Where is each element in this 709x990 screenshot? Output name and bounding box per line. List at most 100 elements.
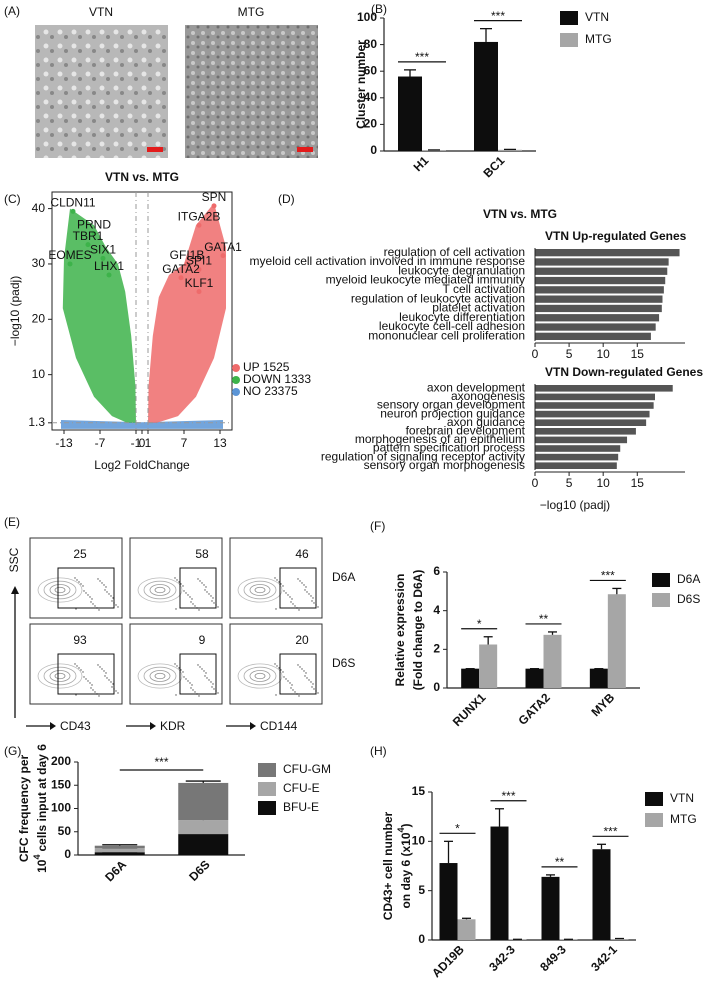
y-axis-label: Relative expression: [393, 574, 407, 687]
event-dot: [190, 687, 192, 689]
event-dot: [199, 580, 201, 582]
density-contour: [249, 584, 271, 596]
event-dot: [276, 665, 278, 667]
event-dot: [280, 583, 282, 585]
event-dot: [304, 589, 306, 591]
bar: [535, 304, 662, 313]
bar: [607, 594, 626, 688]
axis-arrowhead: [11, 586, 19, 594]
bar: [535, 428, 636, 435]
x-tick-label: 13: [213, 436, 227, 450]
event-dot: [175, 694, 177, 696]
event-dot: [174, 663, 176, 665]
event-dot: [78, 667, 80, 669]
bar: [457, 919, 476, 940]
category-label: myeloid cell activation involved in immu…: [250, 254, 526, 268]
event-dot: [189, 596, 191, 598]
event-dot: [292, 689, 294, 691]
y-tick-label: 100: [357, 10, 377, 24]
category-label: myeloid leukocyte mediated immunity: [326, 273, 525, 287]
legend-swatch: [560, 11, 578, 25]
panel-label: (H): [370, 744, 387, 758]
scale-bar: [147, 147, 163, 152]
flow-plot-frame: [229, 623, 323, 705]
legend-label: VTN: [585, 10, 609, 24]
y-axis-label: 104 cells input at day 6: [32, 744, 49, 873]
event-dot: [198, 609, 200, 611]
panel-label: (C): [4, 192, 21, 206]
event-dot: [115, 604, 117, 606]
event-dot: [213, 602, 215, 604]
bar: [535, 402, 654, 409]
legend-label: CFU-GM: [283, 762, 331, 776]
density-contour: [249, 670, 271, 682]
event-dot: [74, 577, 76, 579]
significance-label: *: [477, 617, 482, 631]
bar: [535, 385, 673, 392]
event-dot: [217, 606, 219, 608]
event-dot: [282, 585, 284, 587]
event-dot: [75, 608, 77, 610]
x-tick-label: RUNX1: [450, 690, 489, 729]
bar-segment: [94, 845, 145, 849]
event-dot: [278, 667, 280, 669]
y-axis-label-part: on day 6 (x10: [399, 832, 413, 908]
bar: [535, 410, 650, 418]
gate: [57, 567, 115, 609]
bar: [535, 419, 647, 426]
event-dot: [291, 684, 293, 686]
legend-label: UP 1525: [243, 360, 290, 374]
error-bar: [548, 631, 557, 635]
bar: [610, 939, 629, 940]
point-label: GATA1: [204, 240, 242, 254]
axis-arrowhead: [50, 722, 56, 730]
event-dot: [301, 668, 303, 670]
event-dot: [206, 677, 208, 679]
bar: [498, 149, 522, 151]
event-dot: [297, 664, 299, 666]
bar: [535, 332, 651, 340]
density-contour: [149, 584, 171, 596]
y-axis-label: −log10 (padj): [8, 276, 22, 346]
point-label: KLF1: [185, 276, 214, 290]
y-tick-label: 150: [51, 777, 71, 791]
event-dot: [201, 582, 203, 584]
event-dot: [289, 682, 291, 684]
bar: [535, 323, 656, 331]
significance-label: ***: [491, 9, 505, 23]
row-label: D6S: [332, 656, 355, 670]
bar-segment: [94, 848, 145, 853]
x-tick-label: 7: [181, 436, 188, 450]
gate: [179, 567, 217, 609]
density-contour: [243, 666, 277, 686]
category-label: platelet activation: [432, 301, 525, 315]
event-dot: [312, 597, 314, 599]
event-dot: [183, 676, 185, 678]
error-bar: [546, 874, 555, 877]
legend-marker: [232, 388, 240, 396]
density-contour: [137, 663, 183, 689]
y-tick-label: 0: [370, 143, 377, 157]
legend-label: NO 23375: [243, 384, 298, 398]
error-bar: [462, 917, 471, 920]
event-dot: [99, 666, 101, 668]
event-dot: [90, 601, 92, 603]
event-dot: [178, 581, 180, 583]
legend-marker: [232, 364, 240, 372]
event-dot: [311, 686, 313, 688]
event-dot: [213, 688, 215, 690]
point-label: GATA2: [162, 262, 200, 276]
axis-arrowhead: [150, 722, 156, 730]
event-dot: [111, 686, 113, 688]
event-dot: [82, 671, 84, 673]
event-dot: [285, 592, 287, 594]
event-dot: [305, 672, 307, 674]
panel-label: (G): [4, 744, 21, 758]
event-dot: [287, 680, 289, 682]
event-dot: [212, 597, 214, 599]
category-label: axon guidance: [447, 415, 525, 429]
x-tick-label: 342-3: [486, 942, 518, 974]
y-tick-label: 80: [364, 37, 378, 51]
event-dot: [106, 591, 108, 593]
bar: [535, 258, 669, 266]
